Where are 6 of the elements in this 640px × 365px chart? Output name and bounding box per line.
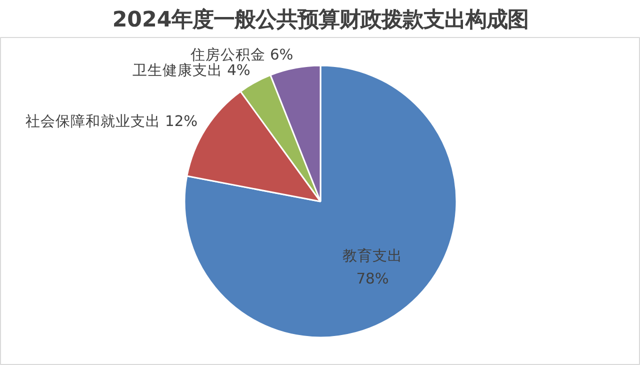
slice-label: 社会保障和就业支出 12% [25,113,198,130]
slice-label: 住房公积金 6% [189,46,294,64]
slice-label: 卫生健康支出 4% [132,62,250,80]
data-label: 78% [356,270,389,288]
slice-label: 教育支出 [342,248,403,265]
chart-title: 2024年度一般公共预算财政拨款支出构成图 [112,8,529,32]
